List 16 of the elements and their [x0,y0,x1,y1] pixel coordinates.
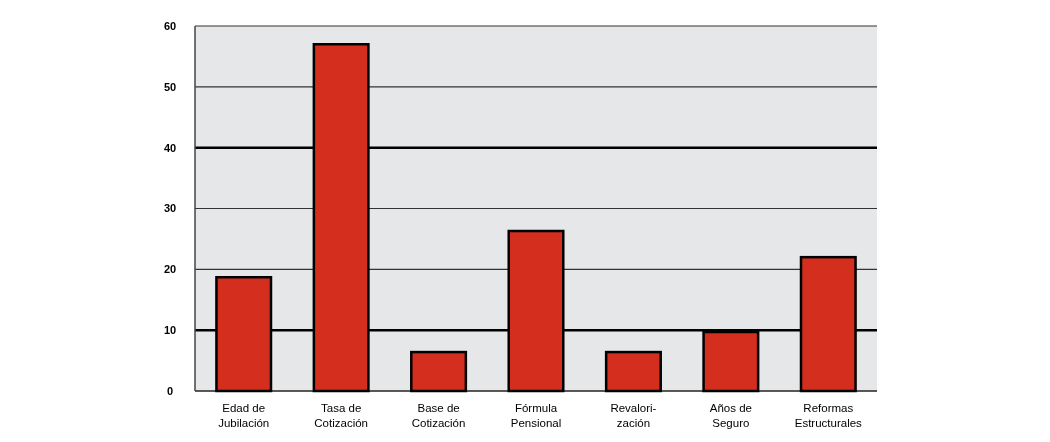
y-tick-label: 0 [166,384,174,397]
y-tick-label: 10 [163,324,177,337]
x-tick-label: Base de Cotización [411,402,466,429]
bar [604,350,662,393]
x-tick-label: Tasa de Cotización [314,402,368,429]
y-tick-label: 30 [163,202,177,215]
x-tick-label: Revalori- zación [610,402,657,429]
y-tick-label: 60 [163,19,177,32]
x-tick-label: Edad de Jubilación [218,402,270,429]
x-tick-label: Fórmula Pensional [510,402,562,429]
y-tick-label: 50 [163,80,177,93]
x-tick-label: Años de Seguro [709,402,752,429]
x-tick-label: Reformas Estructurales [794,402,863,429]
y-tick-label: 20 [163,263,177,276]
y-tick-label: 40 [163,141,177,154]
bar [410,350,468,393]
